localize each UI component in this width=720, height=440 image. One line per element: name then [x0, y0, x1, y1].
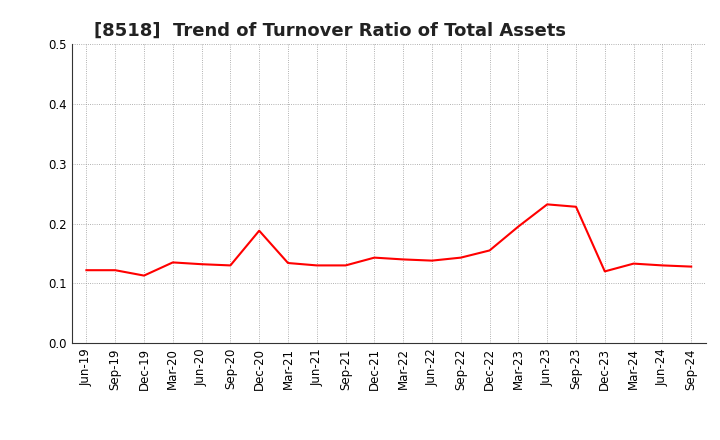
Text: [8518]  Trend of Turnover Ratio of Total Assets: [8518] Trend of Turnover Ratio of Total …: [94, 22, 566, 40]
